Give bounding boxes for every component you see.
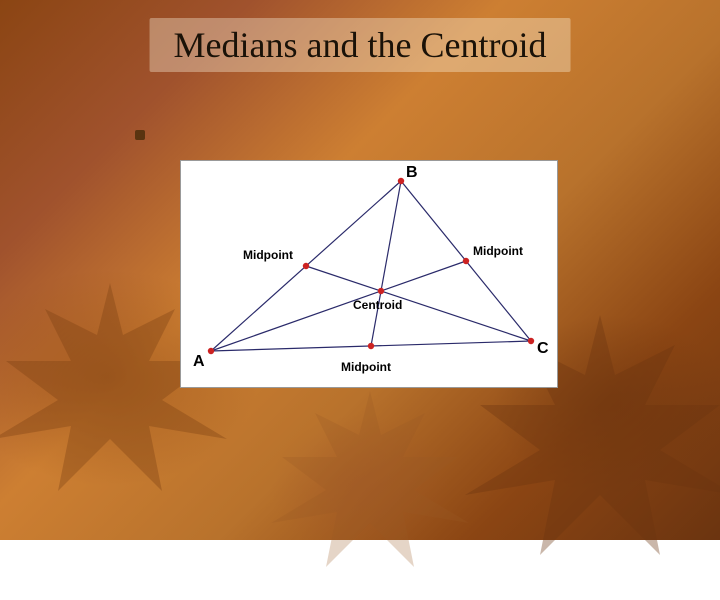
diagram-svg: A B C Midpoint Midpoint Midpoint Centroi… bbox=[181, 161, 559, 389]
vertex-c-label: C bbox=[537, 340, 549, 357]
midpoint-ac-label: Midpoint bbox=[341, 360, 391, 374]
centroid-point bbox=[378, 288, 384, 294]
bullet-marker bbox=[135, 130, 145, 140]
slide-title: Medians and the Centroid bbox=[174, 24, 547, 66]
median-b bbox=[371, 181, 401, 346]
midpoint-ab-point bbox=[303, 263, 309, 269]
centroid-diagram: A B C Midpoint Midpoint Midpoint Centroi… bbox=[180, 160, 558, 388]
vertex-a-label: A bbox=[193, 353, 205, 370]
vertex-a-point bbox=[208, 348, 214, 354]
midpoint-bc-point bbox=[463, 258, 469, 264]
title-bar: Medians and the Centroid bbox=[150, 18, 571, 72]
midpoint-ab-label: Midpoint bbox=[243, 248, 293, 262]
midpoint-bc-label: Midpoint bbox=[473, 244, 523, 258]
vertex-c-point bbox=[528, 338, 534, 344]
vertex-b-label: B bbox=[406, 164, 418, 181]
midpoint-ac-point bbox=[368, 343, 374, 349]
slide: Medians and the Centroid A B C Midpoint bbox=[0, 0, 720, 540]
vertex-b-point bbox=[398, 178, 404, 184]
centroid-label: Centroid bbox=[353, 298, 402, 312]
leaf-deco-3 bbox=[260, 380, 480, 600]
